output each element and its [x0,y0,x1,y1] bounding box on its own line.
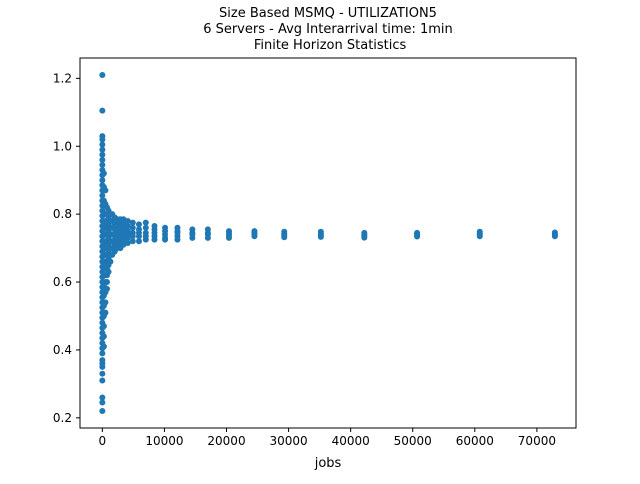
data-point [99,136,106,143]
data-point [99,71,106,78]
data-point [99,192,106,199]
data-point [129,219,136,226]
chart-title-line-3: Finite Horizon Statistics [250,38,407,53]
data-point [135,238,142,245]
data-point [142,224,149,231]
data-point [135,221,142,228]
data-point [204,234,211,241]
data-point [104,279,110,286]
data-point [124,234,131,241]
data-point [100,343,107,350]
data-point [225,234,232,241]
data-point [174,236,181,243]
data-point [107,258,114,265]
data-point [99,399,106,406]
x-tick-label: 50000 [394,434,432,448]
data-point [99,146,106,153]
x-tick-label: 70000 [518,434,556,448]
chart-title-line-2: 6 Servers - Avg Interarrival time: 1min [203,22,453,37]
y-tick-label: 0.4 [53,343,72,357]
data-point [162,236,169,243]
data-point [129,238,136,245]
data-point [151,236,158,243]
x-axis-label: jobs [314,456,342,471]
x-tick-label: 0 [99,434,107,448]
x-tick-label: 10000 [145,434,183,448]
data-point [105,268,112,275]
data-point [99,370,106,377]
data-point [281,234,288,241]
data-point [251,233,258,240]
data-point [99,151,106,158]
data-point [100,323,107,330]
x-tick-label: 30000 [269,434,307,448]
data-point [476,233,483,240]
data-point [99,377,106,384]
data-point [189,234,196,241]
data-points [99,71,558,415]
data-point [102,299,109,306]
data-point [99,161,106,168]
data-point [102,309,109,316]
data-point [99,141,106,148]
data-point [99,350,106,357]
data-point [99,107,106,114]
x-tick-label: 60000 [456,434,494,448]
data-point [100,170,107,177]
data-point [100,333,107,340]
data-point [361,234,368,241]
y-tick-label: 0.6 [53,275,72,289]
data-point [124,223,131,230]
chart-title-line-1: Size Based MSMQ - UTILIZATION5 [219,6,437,21]
y-tick-label: 0.2 [53,411,72,425]
plot-area-frame [79,57,577,429]
y-tick-label: 0.8 [53,207,72,221]
data-point [129,233,136,240]
data-point [135,233,142,240]
data-point [414,233,421,240]
x-tick-label: 40000 [332,434,370,448]
data-point [142,219,149,226]
x-tick-label: 20000 [207,434,245,448]
data-point [104,285,110,292]
data-point [102,187,109,194]
data-point [99,408,106,415]
data-point [99,156,106,163]
y-tick-label: 1.0 [53,139,72,153]
data-point [142,236,149,243]
data-point [317,233,324,240]
chart-title: Size Based MSMQ - UTILIZATION5 6 Servers… [203,6,453,53]
data-point [99,363,106,370]
data-point [99,394,106,401]
data-point [129,224,136,231]
data-point [551,233,558,240]
data-point [99,177,106,184]
data-point [124,217,131,224]
axis-ticks: 0 10000 20000 30000 40000 50000 60000 70000 0.2 0… [53,71,556,448]
data-point [120,231,127,238]
y-tick-label: 1.2 [53,71,72,85]
data-point [124,240,131,246]
